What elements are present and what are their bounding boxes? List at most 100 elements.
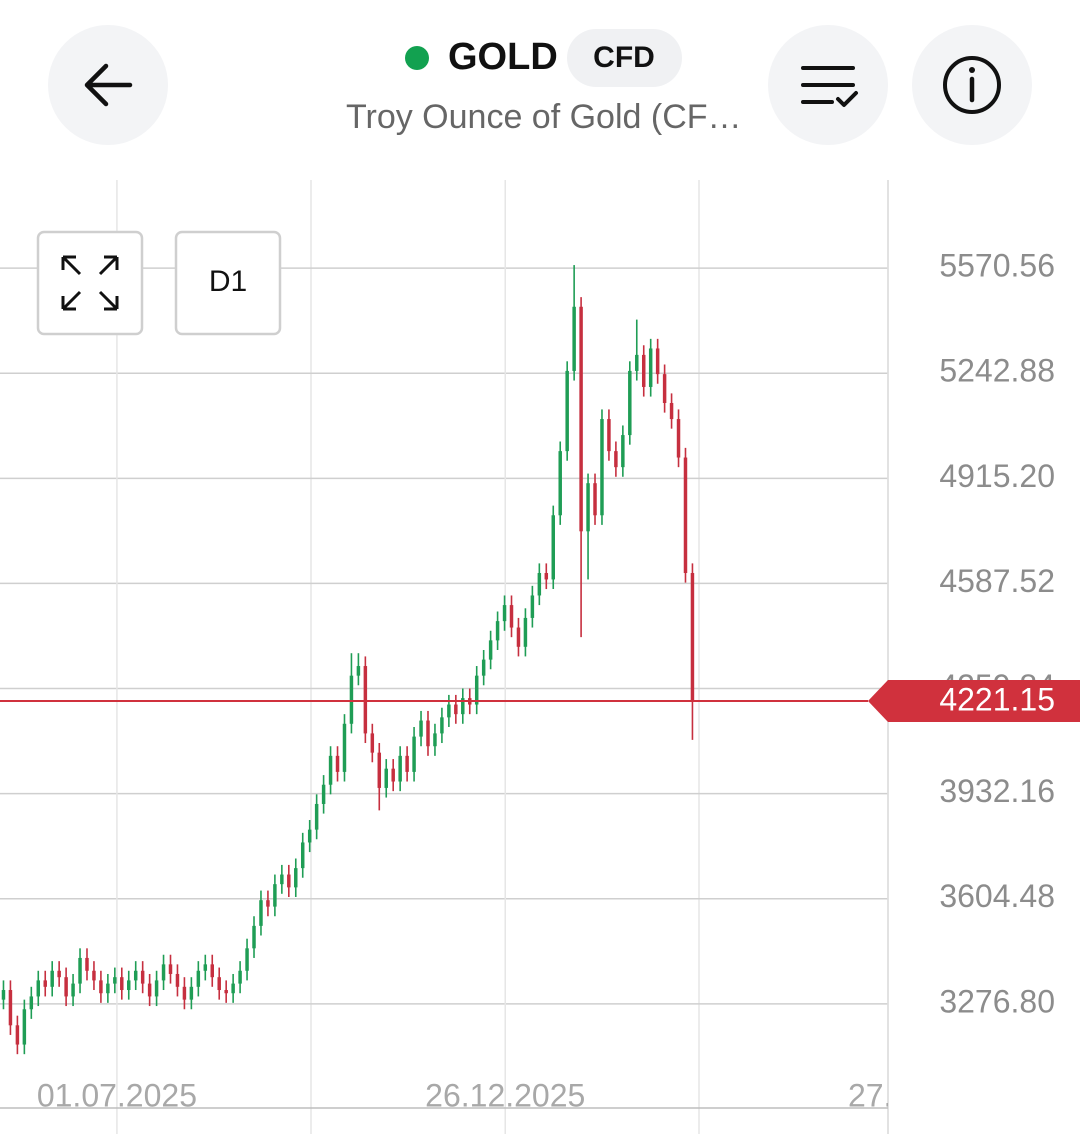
candle-body xyxy=(593,483,597,516)
status-dot xyxy=(405,46,429,70)
candle-body xyxy=(335,755,340,772)
candle-body xyxy=(99,980,103,994)
candle-body xyxy=(384,768,388,788)
y-tick-label: 5570.56 xyxy=(939,248,1055,284)
candle-body xyxy=(447,704,451,718)
candle-body xyxy=(690,573,695,701)
info-button[interactable] xyxy=(912,25,1032,145)
candle-body xyxy=(648,348,653,387)
candle-body xyxy=(231,983,235,994)
candle-body xyxy=(71,983,75,997)
candle-body xyxy=(481,659,486,676)
candle-body xyxy=(607,419,611,452)
timeframe-button-bg xyxy=(174,230,282,336)
candle-body xyxy=(294,868,298,888)
candle-body xyxy=(544,573,549,580)
watchlist-button[interactable] xyxy=(768,25,888,145)
timeframe: D1 xyxy=(209,265,247,298)
last-price-label: 4221.15 xyxy=(939,681,1055,717)
candle-body xyxy=(29,996,34,1010)
candle-body xyxy=(280,874,284,885)
candle-body xyxy=(328,755,333,785)
candle-body xyxy=(621,435,625,468)
candle-body xyxy=(398,755,402,782)
candle-body xyxy=(154,980,159,997)
candle-body xyxy=(8,990,13,1026)
candle-body xyxy=(1,990,6,1000)
y-tick-label: 3604.48 xyxy=(939,878,1055,914)
candle-body xyxy=(140,970,145,984)
y-tick-label: 4915.20 xyxy=(939,458,1055,494)
candle-body xyxy=(106,983,110,994)
candle-body xyxy=(516,627,521,647)
candle-body xyxy=(321,784,326,804)
candle-body xyxy=(203,964,208,971)
candle-body xyxy=(433,733,437,747)
candle-body xyxy=(502,605,507,622)
candles: 01.07.2025 26.12.2025 27.05 xyxy=(1,265,928,1113)
candle-body xyxy=(579,306,583,532)
x-tick-label: 27.05 xyxy=(848,1077,928,1113)
candle-body xyxy=(113,977,117,984)
subtitle: Troy Ounce of Gold (CF… xyxy=(346,98,742,136)
candle-body xyxy=(182,986,187,1000)
candle-body xyxy=(614,451,618,468)
candle-body xyxy=(224,990,228,994)
candle-body xyxy=(523,617,528,647)
candle-body xyxy=(50,970,54,987)
info-icon-ring xyxy=(943,56,1001,114)
expand-icon xyxy=(61,255,119,311)
y-tick-label: 4587.52 xyxy=(939,563,1055,599)
candle-body xyxy=(22,1009,27,1045)
candle-body xyxy=(662,374,667,404)
candle-body xyxy=(238,970,242,984)
candle-body xyxy=(147,983,152,997)
candle-body xyxy=(474,675,479,705)
watchlist-icon xyxy=(801,66,858,107)
candle-body xyxy=(43,980,47,987)
candle-body xyxy=(85,957,89,971)
candle-body xyxy=(120,977,124,991)
candle-body xyxy=(495,621,500,641)
candle-body xyxy=(189,986,194,1000)
candle-body xyxy=(412,736,416,772)
candle-body xyxy=(565,370,569,452)
candle-body xyxy=(509,605,514,628)
candle-body xyxy=(196,970,201,987)
candle-body xyxy=(461,698,465,715)
candle-body xyxy=(635,354,639,371)
candle-body xyxy=(287,874,291,888)
candle-body xyxy=(36,980,41,997)
expand-button[interactable] xyxy=(36,230,144,336)
candle-body xyxy=(391,768,395,782)
candle-body xyxy=(551,515,555,580)
candle-body xyxy=(537,573,542,596)
back-button[interactable] xyxy=(48,25,168,145)
candle-body xyxy=(641,354,646,387)
candle-body xyxy=(133,970,138,981)
candle-body xyxy=(245,948,249,971)
candle-body xyxy=(377,752,382,788)
candle-body xyxy=(217,977,221,991)
badge: CFD xyxy=(593,41,655,74)
candle-body xyxy=(342,723,347,772)
badge-bg xyxy=(567,29,682,87)
candle-body xyxy=(454,704,458,715)
x-tick-label: 26.12.2025 xyxy=(425,1077,585,1113)
candle-body xyxy=(586,483,590,532)
candle-body xyxy=(259,900,263,926)
candle-body xyxy=(669,403,674,420)
y-tick-label: 3932.16 xyxy=(939,773,1055,809)
candle-body xyxy=(252,925,256,949)
candle-body xyxy=(175,973,180,987)
candle-body xyxy=(558,451,562,516)
timeframe-button[interactable]: D1 xyxy=(174,230,282,336)
candle-body xyxy=(349,675,354,724)
candle-body xyxy=(370,733,375,753)
y-tick-label: 5242.88 xyxy=(939,353,1055,389)
last-price-tag xyxy=(868,679,1080,722)
candle-body xyxy=(78,957,82,984)
candle-body xyxy=(168,964,173,974)
candle-body xyxy=(15,1025,20,1045)
